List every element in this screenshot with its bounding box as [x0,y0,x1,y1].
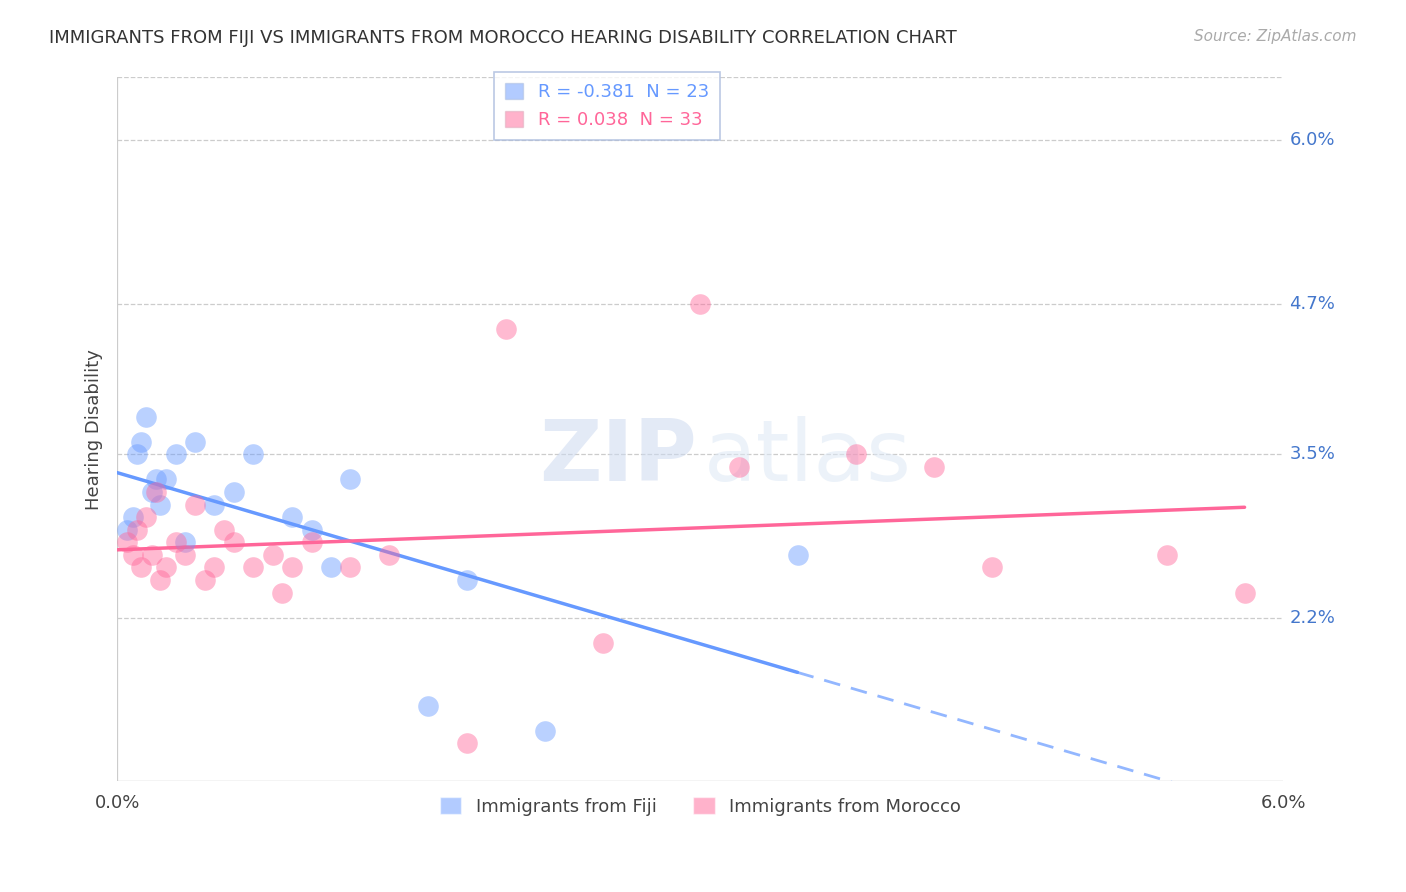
Point [135,409,157,424]
Point [129,434,152,449]
Point [174,535,197,549]
Point [786,548,808,562]
Point [319,560,342,574]
Point [125,523,148,537]
Point [301,523,323,537]
Point [184,434,207,449]
Point [174,548,197,562]
Point [121,510,143,524]
Point [155,560,177,574]
Text: IMMIGRANTS FROM FIJI VS IMMIGRANTS FROM MOROCCO HEARING DISABILITY CORRELATION C: IMMIGRANTS FROM FIJI VS IMMIGRANTS FROM … [49,29,957,47]
Point [165,447,187,461]
Point [339,473,361,487]
Point [125,447,148,461]
Point [262,548,284,562]
Point [271,585,294,599]
Point [141,548,163,562]
Point [145,485,167,500]
Point [495,322,517,336]
Point [242,560,264,574]
Text: 6.0%: 6.0% [1289,131,1334,149]
Point [533,723,555,738]
Legend: Immigrants from Fiji, Immigrants from Morocco: Immigrants from Fiji, Immigrants from Mo… [430,789,970,825]
Point [242,447,264,461]
Point [845,447,868,461]
Y-axis label: Hearing Disability: Hearing Disability [86,349,103,509]
Point [121,548,143,562]
Point [194,573,217,587]
Point [1156,548,1178,562]
Point [281,560,304,574]
Text: 2.2%: 2.2% [1289,608,1336,627]
Text: 3.5%: 3.5% [1289,445,1336,463]
Point [145,473,167,487]
Text: atlas: atlas [704,416,912,499]
Point [301,535,323,549]
Point [184,498,207,512]
Point [115,535,138,549]
Point [202,498,225,512]
Point [202,560,225,574]
Point [155,473,177,487]
Point [129,560,152,574]
Point [165,535,187,549]
Text: 4.7%: 4.7% [1289,294,1336,312]
Point [689,296,711,310]
Point [212,523,235,537]
Point [378,548,401,562]
Text: ZIP: ZIP [538,416,697,499]
Point [222,535,245,549]
Point [456,573,478,587]
Point [592,636,614,650]
Point [149,573,172,587]
Text: Source: ZipAtlas.com: Source: ZipAtlas.com [1194,29,1357,45]
Point [728,459,751,474]
Point [149,498,172,512]
Point [281,510,304,524]
Point [135,510,157,524]
Point [456,736,478,750]
Point [141,485,163,500]
Point [922,459,945,474]
Point [339,560,361,574]
Point [980,560,1002,574]
Point [1233,585,1256,599]
Point [418,698,440,713]
Point [115,523,138,537]
Point [222,485,245,500]
